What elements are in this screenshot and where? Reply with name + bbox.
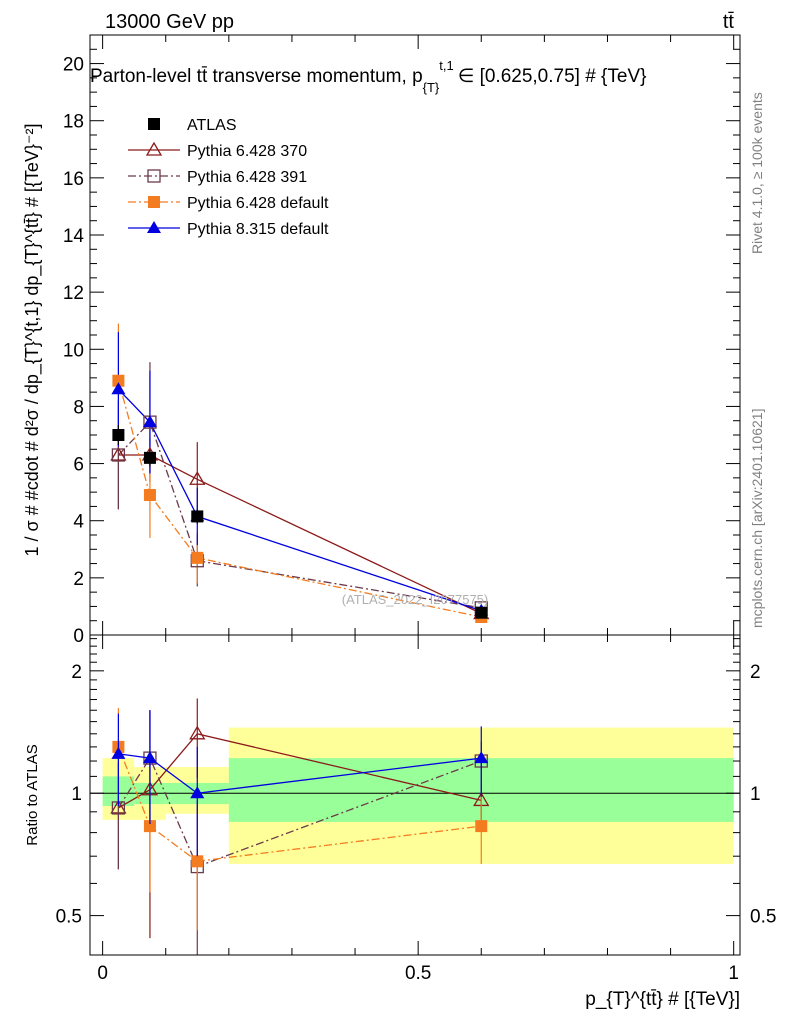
ratio-series-point <box>143 820 156 833</box>
ratio-series-point <box>190 786 205 799</box>
top-y-tick-label: 16 <box>63 169 84 190</box>
plot-title-sup: t,1 <box>439 58 453 73</box>
legend-label: Pythia 6.428 370 <box>187 143 307 160</box>
top-y-tick-label: 8 <box>73 397 84 418</box>
ratio-series-point <box>474 751 489 764</box>
top-y-tick-label: 18 <box>63 112 84 133</box>
ratio-series-point <box>191 855 204 868</box>
ratio-y-tick-label-right: 1 <box>750 784 761 805</box>
plot-title-main: Parton-level tt̄ transverse momentum, p <box>90 66 423 87</box>
top-y-tick-label: 4 <box>73 512 84 533</box>
process-label: tt̄ <box>723 11 735 33</box>
top-series-point <box>191 551 204 564</box>
x-tick-label: 1 <box>728 963 739 984</box>
top-y-tick-label: 2 <box>73 569 84 590</box>
legend-marker <box>145 141 163 156</box>
atlas-data-point <box>143 451 156 464</box>
ratio-panel-frame <box>89 634 741 956</box>
analysis-watermark: (ATLAS_2022_I2077575) <box>342 592 488 607</box>
top-series-line-3 <box>117 388 482 612</box>
ratio-y-tick-label: 2 <box>71 662 82 683</box>
x-tick-label: 0.5 <box>405 963 431 984</box>
legend-marker <box>148 118 160 130</box>
top-series-line-2 <box>117 380 482 618</box>
ratio-series-point <box>142 751 157 764</box>
top-series-point <box>142 415 157 428</box>
top-y-axis-label: 1 / σ # #cdot # d²σ / dp_{T}^{t,1} dp_{T… <box>22 124 43 557</box>
top-series-point <box>189 470 206 485</box>
ratio-y-tick-label-right: 2 <box>750 662 761 683</box>
top-y-tick-label: 6 <box>73 455 84 476</box>
x-axis-label: p_{T}^{tt̄} # [{TeV}] <box>585 989 740 1010</box>
legend-entry-4: Pythia 8.315 default <box>128 221 329 238</box>
top-series-point <box>143 489 156 501</box>
ratio-y-tick-label: 1 <box>71 784 82 805</box>
legend-label: ATLAS <box>187 117 237 134</box>
ratio-series-line-1 <box>117 756 482 868</box>
ratio-series-line-3 <box>118 753 482 794</box>
top-y-tick-label: 20 <box>63 55 84 76</box>
top-y-tick-label: 10 <box>63 340 84 361</box>
x-tick-label: 0 <box>97 963 108 984</box>
legend-entry-2: Pythia 6.428 391 <box>128 169 307 186</box>
energy-label: 13000 GeV pp <box>105 11 234 33</box>
legend-entry-0: ATLAS <box>148 117 237 134</box>
ratio-y-tick-label-right: 0.5 <box>750 907 776 928</box>
top-axis-ticks: 0 2 4 6 8 10 12 14 16 18 20 <box>63 34 740 647</box>
top-series-point <box>110 446 127 461</box>
legend-label: Pythia 6.428 default <box>187 195 329 212</box>
legend-entry-3: Pythia 6.428 default <box>128 195 329 212</box>
top-series-line-0 <box>118 454 482 615</box>
ratio-y-tick-label: 0.5 <box>56 907 82 928</box>
atlas-data-point <box>112 429 125 441</box>
ratio-series-point <box>475 820 488 833</box>
top-series-line-1 <box>117 420 482 609</box>
legend-label: Pythia 6.428 391 <box>187 169 307 186</box>
plot-title-sub: {T} <box>423 80 440 95</box>
top-series-layer <box>110 323 490 623</box>
legend-marker <box>147 169 161 183</box>
top-series-point <box>112 374 125 387</box>
legend: ATLAS Pythia 6.428 370 Pythia 6.428 391 Pyt… <box>128 117 329 238</box>
top-y-tick-label: 14 <box>63 226 85 247</box>
ratio-y-axis-label: Ratio to ATLAS <box>24 744 41 845</box>
ratio-uncertainty-bands <box>90 727 740 864</box>
plot-title-tail: ∈ [0.625,0.75] # {TeV} <box>458 66 647 87</box>
mcplots-label: mcplots.cern.ch [arXiv:2401.10621] <box>749 409 765 628</box>
legend-marker <box>148 196 160 208</box>
ratio-series-layer <box>110 698 490 955</box>
top-series-point <box>111 448 126 462</box>
atlas-data-point <box>475 606 488 619</box>
rivet-label: Rivet 4.1.0, ≥ 100k events <box>749 92 765 254</box>
legend-marker <box>147 221 161 233</box>
plot-title: Parton-level tt̄ transverse momentum, p{… <box>90 58 646 95</box>
top-y-tick-label: 0 <box>73 626 84 647</box>
ratio-series-point <box>189 725 206 740</box>
ratio-series-line-2 <box>117 746 482 862</box>
atlas-data-point <box>191 510 204 523</box>
legend-label: Pythia 8.315 default <box>187 221 329 238</box>
top-y-tick-label: 12 <box>63 283 84 304</box>
ratio-series-line-0 <box>118 733 482 809</box>
top-series-point <box>111 382 126 395</box>
legend-entry-1: Pythia 6.428 370 <box>128 141 307 160</box>
ratio-series-point <box>111 746 126 759</box>
ratio-axis-ticks: 0 0.5 1 0.5 0.5 1 1 2 2 <box>56 635 776 984</box>
